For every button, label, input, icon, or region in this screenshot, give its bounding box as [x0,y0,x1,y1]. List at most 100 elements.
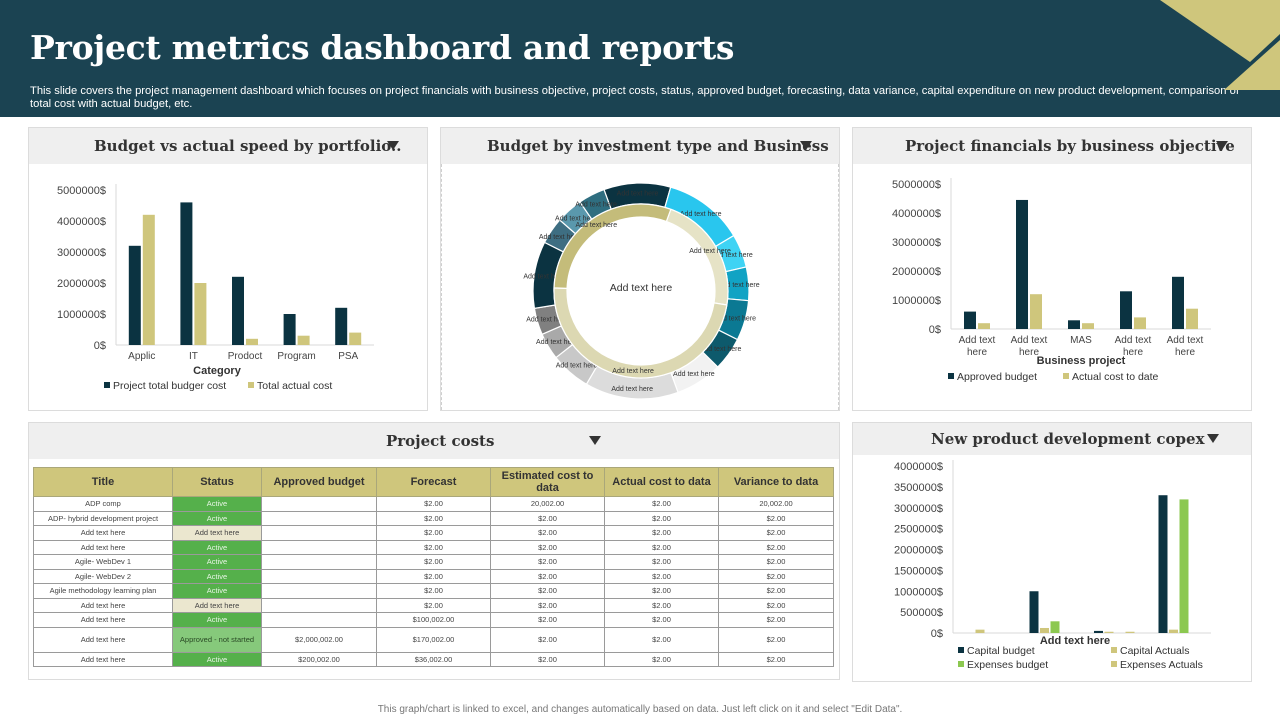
bar-chart-project-financials: 5000000$ 4000000$ 3000000$ 2000000$ 1000000$… [892,178,1211,383]
legend-label: Actual cost to date [1072,371,1159,383]
y-tick-label: 3000000$ [892,237,941,249]
y-tick-label: 3000000$ [894,503,943,515]
x-tick-label: MAS [1070,335,1092,346]
table-cell: Agile- WebDev 1 [33,554,173,570]
bar [1134,317,1146,329]
legend-swatch [104,382,110,388]
bar [1094,630,1103,633]
table-cell: $2.00 [604,539,719,555]
table-cell: $2.00 [604,597,719,613]
table-row: Agile methodology learning plan Active $2.… [33,583,834,599]
bar [978,323,990,329]
table-cell: $2.00 [718,612,834,628]
y-tick-label: 2000000$ [57,278,106,290]
bar [1179,499,1189,633]
legend-swatch [958,661,964,667]
bar [1082,323,1094,329]
bar [1169,629,1178,633]
panel-header: New product development copex [853,423,1251,455]
legend-label: Total actual cost [257,380,332,392]
bar [1104,631,1114,633]
table-cell: $2.00 [718,583,834,599]
slice-label: Add text here [714,315,756,322]
table-row: ADP- hybrid development project Active $2.… [33,510,834,526]
table-row: Add text here Approved - not started $2,00… [33,626,834,653]
panel-header: Budget by investment type and Business [441,128,839,164]
legend-label: Expenses budget [967,659,1048,671]
panel-header: Project financials by business objective [853,128,1251,164]
project-costs-table: Title Status Approved budget Forecast Es… [33,467,834,667]
table-cell: Add text here [33,612,173,628]
table-cell [261,554,377,570]
table-row: Add text here Add text here $2.00 $2.00 $2.0… [33,597,834,613]
x-tick-label: here [1123,347,1143,358]
table-cell: Active [172,539,262,555]
dropdown-triangle-icon[interactable] [1216,141,1228,150]
donut-chart-investment: Add text here Add text here Add text here A… [523,182,760,400]
column-header-title: Title [33,467,173,497]
bar [1158,495,1168,633]
dropdown-triangle-icon[interactable] [1207,434,1219,443]
legend-label: Expenses Actuals [1120,659,1203,671]
slice-label: Add text here [673,371,715,378]
slice-label: Add text here [611,386,653,393]
table-cell: ADP- hybrid development project [33,510,173,526]
slice-label: Add text here [700,346,742,353]
table-cell: Agile- WebDev 2 [33,568,173,584]
table-cell: $200,002.00 [261,651,377,667]
table-cell: $2.00 [490,626,605,653]
panel-title: Budget by investment type and Business [487,137,829,155]
table-cell: $2.00 [376,568,491,584]
y-tick-label: 1000000$ [892,295,941,307]
slice-label: Add text here [539,234,581,241]
table-cell: $2.00 [376,597,491,613]
table-cell: 20,002.00 [490,496,605,512]
table-cell: $2.00 [490,539,605,555]
dropdown-triangle-icon[interactable] [589,436,601,445]
slice-label: Add text here [680,211,722,218]
header-banner: Project metrics dashboard and reports Th… [0,0,1280,117]
table-cell: 20,002.00 [718,496,834,512]
table-cell: Active [172,496,262,512]
table-cell: $2.00 [376,525,491,541]
divider [838,164,839,410]
bar-chart-new-product-copex: 4000000$ 3500000$ 3000000$ 2500000$ 2000000$… [894,460,1211,671]
table-row: Agile- WebDev 2 Active $2.00 $2.00 $2.00 $2.0… [33,568,834,584]
slice-label: Add text here [718,282,760,289]
table-cell: Agile methodology learning plan [33,583,173,599]
table-cell: Active [172,554,262,570]
column-header-actual-cost: Actual cost to data [604,467,719,497]
slice-label: Add text here [617,191,659,198]
legend-swatch [958,647,964,653]
y-tick-label: 3500000$ [894,482,943,494]
bar-chart-budget-vs-actual: 5000000$ 4000000$ 3000000$ 2000000$ 1000000$… [57,184,374,392]
page-subtitle: This slide covers the project management… [30,85,1239,110]
x-axis-label: Add text here [1040,635,1110,647]
bar [194,283,207,345]
x-axis-label: Category [193,365,242,377]
column-header-variance: Variance to data [718,467,834,497]
table-cell: $2.00 [490,554,605,570]
panel-project-costs: Project costs Title Status Approved budg… [28,422,840,680]
dropdown-triangle-icon[interactable] [800,141,812,150]
table-cell: $2.00 [718,539,834,555]
table-cell [261,539,377,555]
x-tick-label: Prodoct [228,351,263,362]
table-cell: Active [172,612,262,628]
bar [246,338,258,345]
slice-label: Add text here [612,368,654,375]
bar [1125,631,1135,633]
table-cell: $2.00 [718,568,834,584]
table-cell: $2.00 [604,525,719,541]
legend-label: Capital Actuals [1120,645,1189,657]
table-cell: $2.00 [490,510,605,526]
table-cell: $2.00 [718,525,834,541]
y-tick-label: 4000000$ [57,216,106,228]
y-tick-label: 0$ [929,324,941,336]
dropdown-triangle-icon[interactable] [387,141,399,150]
table-row: Add text here Active $200,002.00 $36,002.00… [33,651,834,667]
y-tick-label: 2500000$ [894,524,943,536]
bar [283,314,296,345]
y-tick-label: 1000000$ [57,309,106,321]
y-tick-label: 1000000$ [894,586,943,598]
